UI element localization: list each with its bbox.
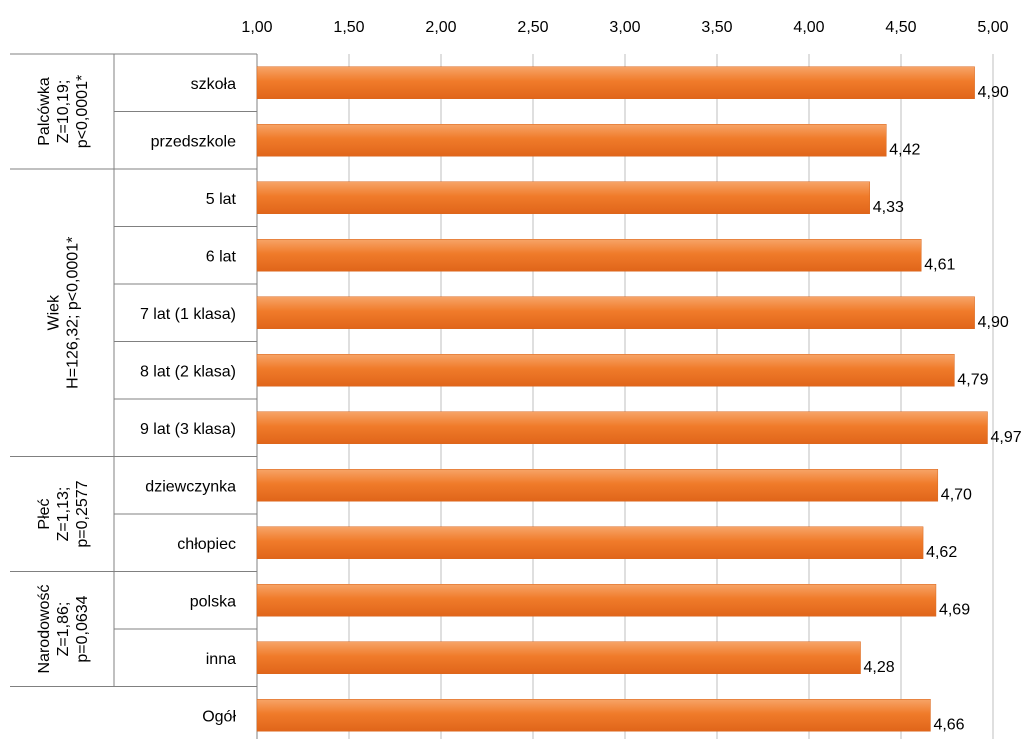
x-tick-label: 2,50 xyxy=(517,19,548,36)
bar xyxy=(256,469,939,502)
gridlines xyxy=(256,54,994,739)
data-label: 4,61 xyxy=(924,256,955,273)
x-tick-label: 2,00 xyxy=(425,19,456,36)
category-label: dziewczynka xyxy=(145,478,236,495)
x-tick-label: 5,00 xyxy=(977,19,1008,36)
group-label: Narodowość xyxy=(36,585,53,674)
data-label: 4,79 xyxy=(957,371,988,388)
data-label: 4,70 xyxy=(941,486,972,503)
group-label: Wiek xyxy=(46,294,63,331)
category-label: chłopiec xyxy=(177,536,236,553)
bar xyxy=(256,296,975,329)
bar xyxy=(256,124,887,157)
data-label: 4,90 xyxy=(978,314,1009,331)
bar xyxy=(256,699,931,732)
category-labels: szkoła przedszkole 5 lat 6 lat 7 lat (1 klas… xyxy=(140,76,237,726)
group-label: Z=10,19; xyxy=(55,80,72,144)
x-tick-label: 4,50 xyxy=(885,19,916,36)
group-labels: Palcówka Z=10,19; p<0,0001* Wiek H=126,32; p… xyxy=(10,53,257,687)
bar xyxy=(256,181,870,214)
x-tick-label: 3,00 xyxy=(609,19,640,36)
data-label: 4,69 xyxy=(939,601,970,618)
category-label: szkoła xyxy=(191,76,236,93)
group-label: Płeć xyxy=(36,498,53,529)
category-label: 5 lat xyxy=(206,191,237,208)
group-label: Palcówka xyxy=(36,77,53,146)
category-label: Ogół xyxy=(202,708,236,725)
bar xyxy=(256,239,922,272)
data-label: 4,90 xyxy=(978,84,1009,101)
group-label: H=126,32; p<0,0001* xyxy=(65,237,82,389)
category-label: polska xyxy=(190,593,236,610)
category-label: przedszkole xyxy=(151,133,236,150)
data-label: 4,28 xyxy=(864,659,895,676)
x-tick-label: 1,50 xyxy=(333,19,364,36)
x-tick-label: 3,50 xyxy=(701,19,732,36)
category-label: 6 lat xyxy=(206,248,237,265)
category-label: inna xyxy=(206,651,236,668)
category-label: 9 lat (3 klasa) xyxy=(140,421,236,438)
data-label: 4,97 xyxy=(990,429,1021,446)
x-tick-label: 4,00 xyxy=(793,19,824,36)
data-label: 4,33 xyxy=(873,199,904,216)
group-label: p<0,0001* xyxy=(74,75,91,148)
group-label: Z=1,86; xyxy=(55,602,72,657)
category-label: 7 lat (1 klasa) xyxy=(140,306,236,323)
bar xyxy=(256,411,988,444)
category-label: 8 lat (2 klasa) xyxy=(140,363,236,380)
group-label: Z=1,13; xyxy=(55,487,72,542)
bars: 4,90 4,42 4,33 4,61 4,90 4,79 4,97 4,70 4,62 4,69… xyxy=(256,66,1022,733)
group-label: p=0,2577 xyxy=(74,480,91,547)
data-label: 4,66 xyxy=(933,716,964,733)
bar xyxy=(256,641,861,674)
bar xyxy=(256,354,955,387)
bar xyxy=(256,526,924,559)
bar xyxy=(256,66,975,99)
data-label: 4,42 xyxy=(889,141,920,158)
data-label: 4,62 xyxy=(926,544,957,561)
x-tick-label: 1,00 xyxy=(241,19,272,36)
group-label: p=0,0634 xyxy=(74,595,91,662)
bar xyxy=(256,584,937,617)
